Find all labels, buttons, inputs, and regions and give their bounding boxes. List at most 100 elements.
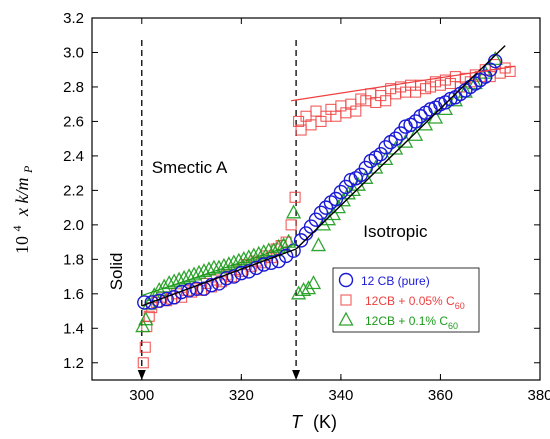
data-point-circle xyxy=(174,284,189,300)
data-point-square xyxy=(285,219,297,231)
transition-arrow xyxy=(137,370,146,380)
y-tick-label: 2.4 xyxy=(63,148,84,165)
transition-arrow xyxy=(292,370,301,380)
data-point-triangle xyxy=(181,268,197,283)
data-point-triangle xyxy=(221,256,237,271)
y-tick-label: 1.4 xyxy=(63,320,84,337)
data-point-square xyxy=(350,105,362,117)
annotation-isotropic: Isotropic xyxy=(363,222,428,241)
data-point-triangle xyxy=(226,254,242,269)
data-point-triangle xyxy=(286,204,302,219)
x-tick-label: 360 xyxy=(428,387,453,404)
data-point-circle xyxy=(318,200,334,215)
data-point-circle xyxy=(264,255,279,270)
data-point-circle xyxy=(256,257,271,272)
y-tick-label: 2.0 xyxy=(63,217,84,234)
data-point-triangle xyxy=(310,237,327,252)
data-point-triangle xyxy=(477,64,493,79)
legend-label: 12CB + 0.05% C60 xyxy=(365,294,465,311)
data-point-circle xyxy=(166,290,182,305)
y-tick-label: 2.6 xyxy=(63,113,84,130)
data-point-triangle xyxy=(325,206,342,221)
legend: 12 CB (pure) 12CB + 0.05% C60 12CB + 0.1% … xyxy=(332,267,480,333)
legend-marker-triangle xyxy=(338,311,354,326)
data-point-circle xyxy=(151,293,167,308)
y-axis-label-prefix: 10 xyxy=(12,236,32,254)
data-point-triangle xyxy=(211,259,227,274)
data-point-triangle xyxy=(161,275,177,290)
data-point-triangle xyxy=(216,257,232,272)
data-point-triangle xyxy=(201,261,217,276)
data-point-circle xyxy=(234,265,249,281)
legend-marker-circle xyxy=(338,272,354,288)
data-point-circle xyxy=(483,62,498,77)
data-point-triangle xyxy=(171,271,187,286)
data-point-circle xyxy=(378,140,393,155)
plot-area-frame xyxy=(91,17,541,381)
data-point-circle xyxy=(313,205,329,220)
fit-line xyxy=(291,65,516,102)
data-point-square xyxy=(310,105,322,117)
data-point-circle xyxy=(333,184,349,200)
data-point-square xyxy=(289,191,301,203)
y-tick-label: 3.0 xyxy=(63,44,84,61)
fit-line xyxy=(141,243,297,297)
data-point-triangle xyxy=(151,281,167,297)
data-point-triangle xyxy=(166,273,182,288)
annotation-solid: Solid xyxy=(107,252,126,290)
x-tick-label: 300 xyxy=(129,387,154,404)
x-tick-label: 320 xyxy=(229,387,254,404)
data-point-triangle xyxy=(186,266,202,281)
data-point-circle xyxy=(271,253,286,269)
data-point-square xyxy=(380,95,392,107)
y-tick-label: 2.8 xyxy=(63,79,84,96)
data-point-triangle xyxy=(236,250,252,265)
legend-label: 12CB + 0.1% C60 xyxy=(365,314,458,331)
data-point-triangle xyxy=(176,269,192,284)
y-tick-label: 3.2 xyxy=(63,10,84,27)
data-point-triangle xyxy=(251,245,267,260)
y-axis-label-subscript: P xyxy=(21,165,35,174)
data-point-triangle xyxy=(138,311,154,326)
data-point-triangle xyxy=(305,275,322,290)
data-point-circle xyxy=(196,281,212,296)
data-point-triangle xyxy=(231,252,247,267)
annotation-smectic: Smectic A xyxy=(152,158,228,177)
data-point-square xyxy=(137,357,149,369)
transition-lines xyxy=(137,40,301,380)
axis-ticks: 300 320 340 360 380 1.2 1.4 1.6 1.8 2.0 2.2 2.4 2.6 2… xyxy=(63,10,550,404)
x-tick-label: 380 xyxy=(527,387,550,404)
data-point-triangle xyxy=(246,247,262,262)
legend-label: 12 CB (pure) xyxy=(361,274,430,288)
fit-lines xyxy=(141,45,516,307)
data-point-triangle xyxy=(135,318,151,333)
data-point-circle xyxy=(249,260,264,276)
data-point-square xyxy=(139,341,151,353)
data-point-circle xyxy=(388,131,403,146)
data-point-triangle xyxy=(300,280,317,295)
legend-marker-square xyxy=(340,294,352,306)
data-point-circle xyxy=(278,248,294,264)
data-point-circle xyxy=(219,271,234,286)
data-point-triangle xyxy=(320,211,337,226)
data-point-triangle xyxy=(467,75,483,90)
data-point-triangle xyxy=(241,249,257,264)
data-point-circle xyxy=(241,264,257,279)
y-tick-label: 2.2 xyxy=(63,182,84,199)
data-point-triangle xyxy=(196,263,212,278)
y-tick-label: 1.6 xyxy=(63,286,84,303)
fit-line xyxy=(141,248,297,307)
y-tick-label: 1.8 xyxy=(63,251,84,268)
x-tick-label: 340 xyxy=(328,387,353,404)
data-point-circle xyxy=(226,269,242,284)
x-axis-label-unit: (K) xyxy=(313,412,337,432)
y-tick-label: 1.2 xyxy=(63,355,84,372)
legend-box xyxy=(332,267,480,333)
series-circle xyxy=(137,53,503,310)
data-point-triangle xyxy=(191,264,207,279)
x-axis-label: T (K) xyxy=(291,412,337,432)
y-axis-label-exponent: 4 xyxy=(10,226,24,232)
y-axis-label: 10 4 x k/m P xyxy=(5,165,35,254)
data-point-circle xyxy=(204,277,219,293)
